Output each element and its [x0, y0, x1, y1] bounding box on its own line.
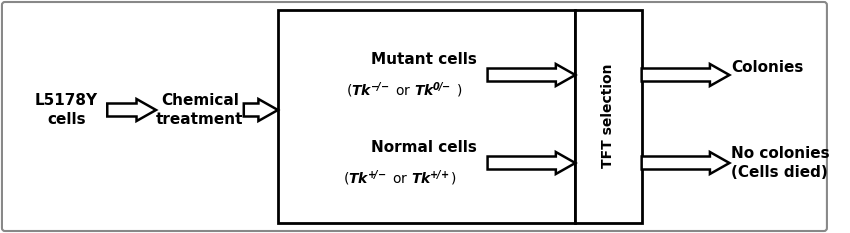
Polygon shape: [107, 99, 156, 121]
Polygon shape: [488, 64, 575, 86]
Text: ($\bfit{Tk}^{-\!/\!-}$ or $\bfit{Tk}^{0\!/\!-}$ ): ($\bfit{Tk}^{-\!/\!-}$ or $\bfit{Tk}^{0\…: [346, 80, 463, 100]
Polygon shape: [488, 152, 575, 174]
Polygon shape: [642, 64, 729, 86]
Text: TFT selection: TFT selection: [602, 64, 615, 168]
FancyBboxPatch shape: [2, 2, 827, 231]
Text: L5178Y
cells: L5178Y cells: [35, 93, 98, 127]
Bar: [575, 10, 642, 223]
Text: Chemical
treatment: Chemical treatment: [156, 93, 244, 127]
Text: No colonies
(Cells died): No colonies (Cells died): [731, 146, 830, 180]
Text: ($\bfit{Tk}^{+\!/\!-}$ or $\bfit{Tk}^{+\!/\!+}$): ($\bfit{Tk}^{+\!/\!-}$ or $\bfit{Tk}^{+\…: [343, 168, 457, 188]
Text: Normal cells: Normal cells: [371, 140, 477, 155]
Text: Colonies: Colonies: [731, 61, 804, 75]
Polygon shape: [642, 152, 729, 174]
Bar: [278, 10, 575, 223]
Text: Mutant cells: Mutant cells: [371, 52, 477, 68]
Polygon shape: [244, 99, 278, 121]
